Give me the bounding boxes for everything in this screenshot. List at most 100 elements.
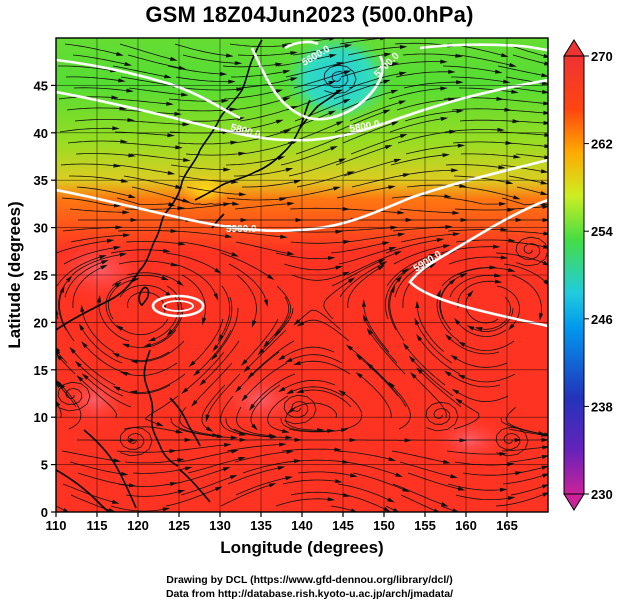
- streamline: [396, 98, 452, 111]
- streamline-arrow: [113, 203, 122, 208]
- streamline-arrow: [404, 438, 412, 443]
- streamline-arrow: [122, 210, 130, 215]
- streamline-arrow: [167, 170, 176, 175]
- streamline-arrow: [409, 371, 417, 379]
- streamline-arrow: [345, 344, 353, 351]
- streamline-arrow: [498, 165, 506, 170]
- streamline-arrow: [169, 449, 177, 454]
- streamline-arrow: [119, 252, 128, 257]
- chart-title: GSM 18Z04Jun2023 (500.0hPa): [145, 2, 474, 27]
- streamline-arrow: [285, 476, 293, 481]
- streamline: [236, 406, 273, 437]
- x-tick-label: 110: [46, 518, 67, 533]
- streamline-arrow: [335, 229, 343, 234]
- streamline: [133, 373, 186, 393]
- streamline-arrow: [238, 151, 246, 156]
- streamline: [358, 356, 399, 397]
- streamline: [185, 153, 242, 156]
- streamline-arrow: [199, 379, 207, 386]
- vortex-spiral: [495, 426, 529, 457]
- streamline: [342, 122, 396, 144]
- streamline-arrow: [397, 232, 406, 237]
- streamline-arrow: [267, 274, 275, 280]
- streamline-arrow: [56, 380, 60, 386]
- streamline: [323, 279, 353, 320]
- streamline: [265, 296, 290, 345]
- y-tick-label: 25: [34, 268, 48, 283]
- streamline-arrow: [362, 314, 368, 322]
- streamline-arrow: [282, 69, 291, 74]
- streamline-arrow: [229, 474, 238, 480]
- streamline: [334, 110, 388, 133]
- streamline: [457, 280, 499, 309]
- cold-low-center: [283, 38, 393, 123]
- streamline: [390, 154, 447, 166]
- colorbar-label: 254: [591, 224, 613, 239]
- streamline-arrow: [205, 414, 210, 423]
- streamline-arrow: [130, 217, 138, 223]
- streamline-arrow: [377, 258, 386, 264]
- streamline-arrow: [399, 45, 408, 50]
- streamline: [226, 443, 283, 452]
- streamline-arrow: [234, 61, 243, 66]
- streamline-arrow: [543, 101, 548, 106]
- streamline-arrow: [177, 206, 185, 211]
- streamline: [71, 253, 124, 276]
- streamline-arrow: [262, 340, 270, 348]
- streamline: [275, 252, 332, 260]
- streamline-arrow: [395, 472, 403, 478]
- streamline-arrow: [176, 280, 184, 286]
- streamline-arrow: [466, 325, 475, 331]
- streamline-arrow: [205, 426, 214, 432]
- streamline-arrow: [166, 101, 174, 106]
- warm-spot: [60, 370, 130, 430]
- streamline: [341, 391, 363, 430]
- streamline: [73, 87, 130, 92]
- streamline-arrow: [116, 324, 124, 331]
- streamline: [386, 254, 433, 287]
- streamline-arrow: [169, 56, 178, 61]
- streamline: [331, 260, 382, 287]
- streamline-arrow: [541, 465, 548, 470]
- streamline: [267, 395, 289, 433]
- streamline-arrow: [500, 227, 508, 232]
- streamline: [462, 472, 519, 476]
- streamline-arrow: [230, 435, 239, 440]
- streamline-arrow: [399, 134, 408, 139]
- streamline-arrow: [285, 167, 294, 172]
- streamline-arrow: [391, 62, 400, 67]
- streamline: [219, 285, 231, 339]
- colorbar-label: 246: [591, 312, 613, 327]
- streamline-arrow: [440, 502, 449, 507]
- streamline: [336, 450, 393, 461]
- streamline-arrow: [392, 507, 399, 512]
- streamline-arrow: [147, 336, 156, 342]
- streamline: [461, 186, 517, 199]
- streamline-arrow: [113, 245, 122, 250]
- streamline: [123, 362, 178, 377]
- streamline-arrow: [390, 285, 396, 293]
- streamline-arrow: [397, 210, 405, 215]
- streamline-arrow: [108, 508, 116, 512]
- streamline: [182, 54, 239, 64]
- streamline-arrow: [388, 381, 395, 389]
- streamline-arrow: [395, 275, 403, 283]
- streamline: [499, 131, 548, 136]
- streamline-arrow: [188, 360, 196, 368]
- streamline: [281, 379, 336, 391]
- streamline: [368, 364, 407, 408]
- streamline: [246, 329, 287, 370]
- streamline: [278, 81, 333, 100]
- streamline: [403, 81, 460, 89]
- streamline-arrow: [492, 244, 501, 249]
- streamline-arrow: [282, 97, 291, 102]
- streamline: [178, 428, 235, 439]
- streamline: [58, 288, 75, 342]
- streamline: [330, 242, 387, 254]
- streamline: [290, 402, 337, 419]
- streamline: [449, 274, 498, 298]
- streamline: [201, 340, 240, 384]
- streamline-arrow: [275, 62, 283, 67]
- streamline-arrow: [442, 153, 450, 158]
- streamline: [296, 309, 342, 331]
